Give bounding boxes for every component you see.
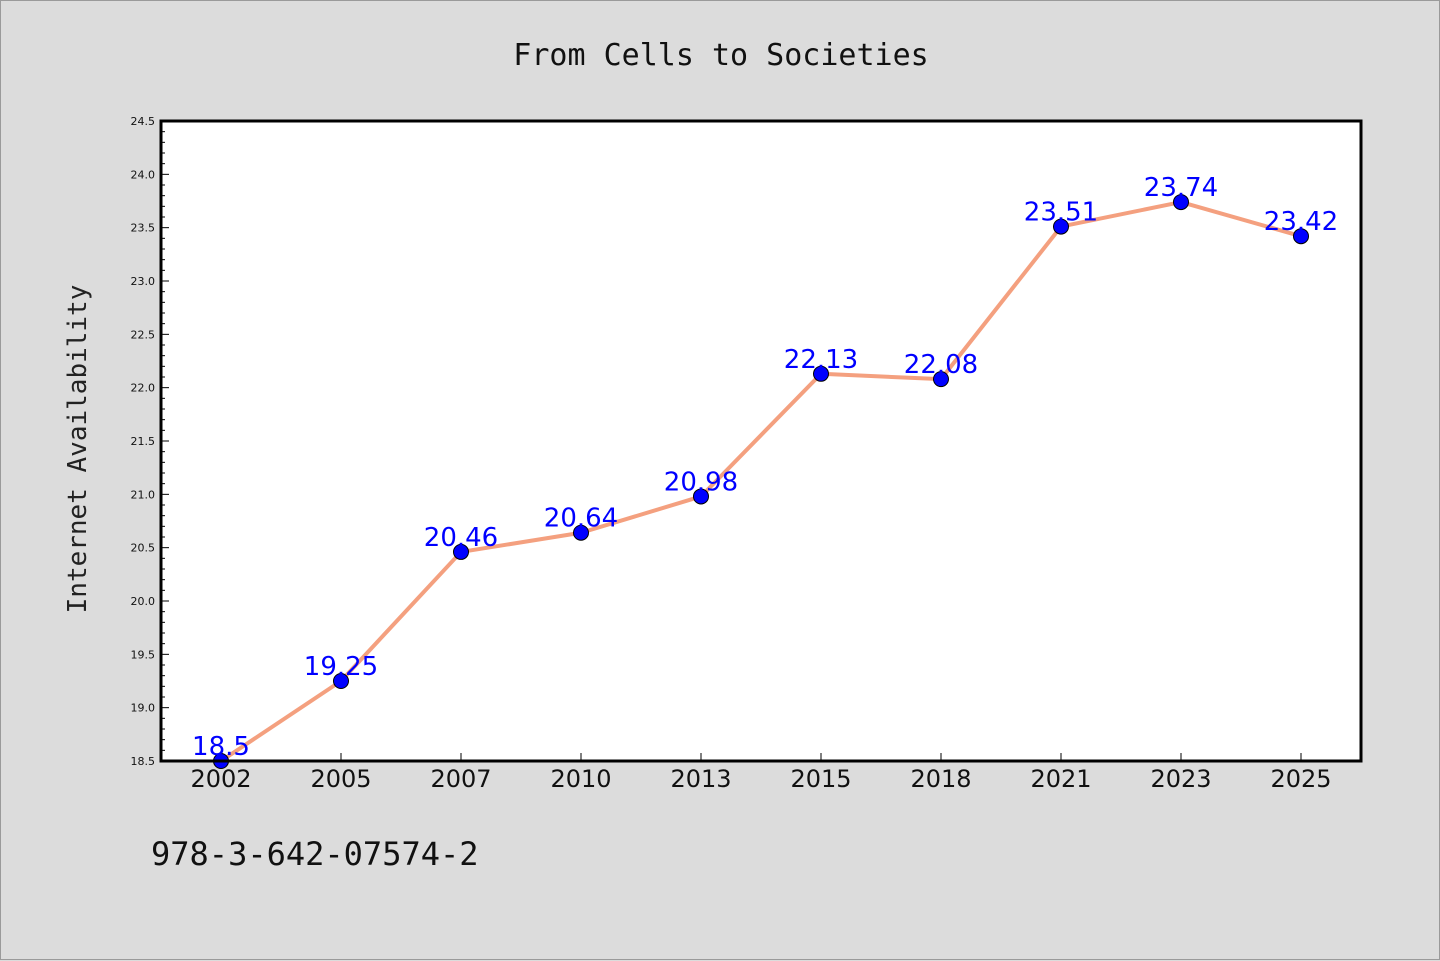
data-point xyxy=(333,673,349,689)
y-axis-label: Internet Availability xyxy=(63,285,93,614)
x-tick-label: 2010 xyxy=(550,765,611,793)
data-point xyxy=(1293,228,1309,245)
data-label: 23.42 xyxy=(1264,207,1338,237)
x-tick-label: 2025 xyxy=(1270,765,1331,793)
plot-area xyxy=(161,121,1361,761)
footnote-isbn: 978-3-642-07574-2 xyxy=(151,835,479,873)
y-tick-label: 18.5 xyxy=(131,755,156,768)
plot-border xyxy=(159,119,1363,763)
data-point xyxy=(1173,194,1189,211)
x-tick-label: 2013 xyxy=(670,765,731,793)
data-point xyxy=(693,488,709,505)
y-axis: 18.5 19.0 19.5 20.0 20.5 21.0 21.5 22.0 22.5 23.0… xyxy=(131,115,169,768)
series-line-group xyxy=(213,194,1309,769)
x-tick-label: 2015 xyxy=(790,765,851,793)
y-tick-label: 21.5 xyxy=(131,435,156,448)
y-tick-label: 22.0 xyxy=(131,382,156,395)
y-tick-label: 21.0 xyxy=(131,488,156,501)
data-point xyxy=(933,371,949,388)
x-axis: 2002 2005 2007 2010 2013 2015 2018 2021 2023 2025 xyxy=(190,753,1332,793)
data-label: 22.13 xyxy=(784,345,858,375)
data-point xyxy=(453,543,469,560)
data-point xyxy=(1053,218,1069,235)
data-label: 20.98 xyxy=(664,467,738,497)
data-label: 22.08 xyxy=(904,350,978,380)
y-tick-label: 22.5 xyxy=(131,328,156,341)
x-tick-label: 2002 xyxy=(190,765,251,793)
data-label: 18.5 xyxy=(192,732,250,762)
data-labels: 18.5 19.25 20.46 20.64 20.98 22.13 22.08 23.51 2… xyxy=(192,173,1338,762)
data-label: 19.25 xyxy=(304,652,378,682)
x-tick-label: 2023 xyxy=(1150,765,1211,793)
y-tick-label: 23.0 xyxy=(131,275,156,288)
data-label: 20.64 xyxy=(544,504,618,534)
y-tick-label: 20.5 xyxy=(131,542,156,555)
data-label: 20.46 xyxy=(424,523,498,553)
data-point xyxy=(573,524,589,541)
x-tick-label: 2021 xyxy=(1030,765,1091,793)
y-tick-label: 23.5 xyxy=(131,222,156,235)
chart-title: From Cells to Societies xyxy=(513,38,928,73)
x-tick-label: 2018 xyxy=(910,765,971,793)
x-tick-label: 2007 xyxy=(430,765,491,793)
data-label: 23.51 xyxy=(1024,198,1098,228)
data-point xyxy=(813,365,829,382)
y-tick-label: 19.0 xyxy=(131,702,156,715)
y-tick-label: 20.0 xyxy=(131,595,156,608)
y-tick-label: 24.5 xyxy=(131,115,156,128)
y-tick-label: 19.5 xyxy=(131,648,156,661)
series-line xyxy=(219,200,1303,763)
y-tick-label: 24.0 xyxy=(131,168,156,181)
x-tick-label: 2005 xyxy=(310,765,371,793)
data-label: 23.74 xyxy=(1144,173,1218,203)
